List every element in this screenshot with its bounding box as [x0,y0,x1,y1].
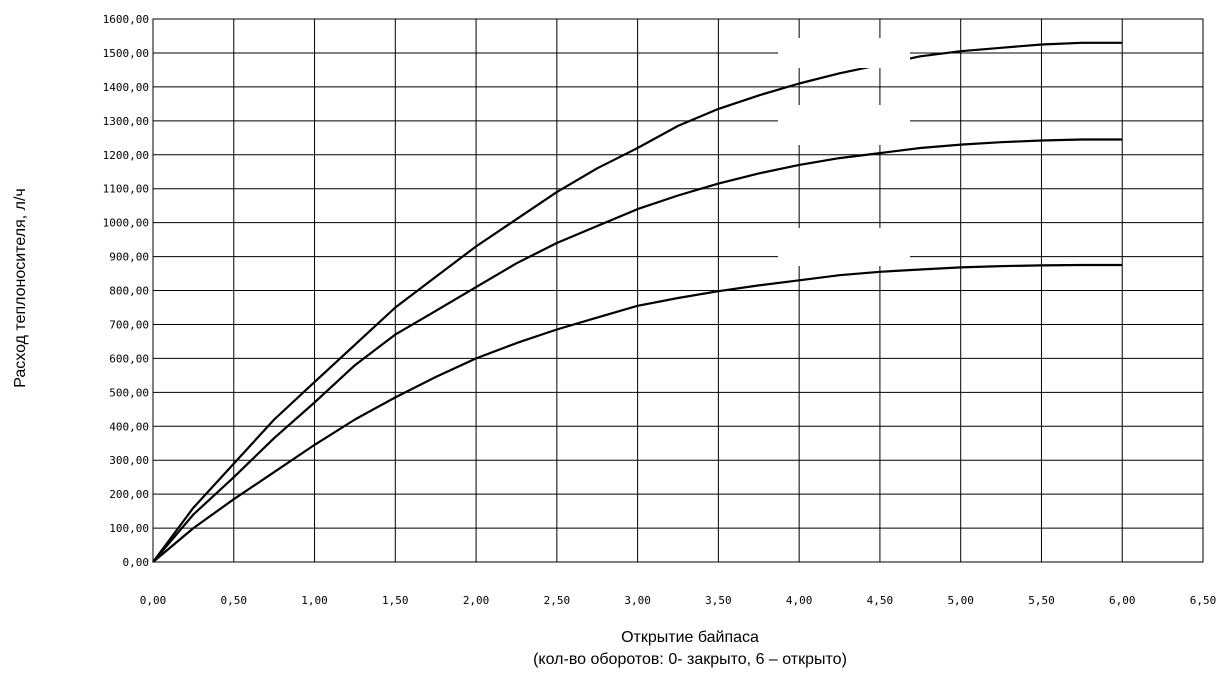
x-tick-label: 5,00 [947,594,974,607]
x-axis-subtitle: (кол-во оборотов: 0- закрыто, 6 – открыт… [533,651,847,668]
x-axis-title: Открытие байпаса [621,629,759,646]
y-tick-label: 1000,00 [103,217,149,230]
x-tick-label: 0,50 [221,594,248,607]
y-tick-label: 900,00 [109,251,149,264]
y-tick-label: 800,00 [109,285,149,298]
x-tick-label: 3,00 [624,594,651,607]
erased-area [778,105,910,145]
y-tick-label: 500,00 [109,386,149,399]
x-tick-label: 5,50 [1028,594,1055,607]
series-line-2 [152,138,1123,563]
series-line-1 [152,41,1123,563]
y-tick-label: 1100,00 [103,183,149,196]
plot-border [152,18,1204,563]
y-tick-label: 100,00 [109,522,149,535]
y-tick-label: 200,00 [109,488,149,501]
erased-area [778,228,910,266]
y-tick-labels: 0,00 100,00 200,00 300,00 400,00 500,00 600,00… [103,13,149,569]
y-tick-label: 1200,00 [103,149,149,162]
y-tick-label: 0,00 [123,556,150,569]
y-tick-label: 400,00 [109,420,149,433]
x-tick-label: 4,00 [786,594,813,607]
x-tick-labels: 0,00 0,50 1,00 1,50 2,00 2,50 3,00 3,50 4,00 4,50… [140,594,1217,607]
y-tick-label: 300,00 [109,454,149,467]
x-tick-label: 4,50 [867,594,894,607]
y-tick-label: 1500,00 [103,47,149,60]
series-lines [152,41,1123,563]
erased-area [778,38,910,68]
plot-area-frame [152,18,1204,563]
x-tick-label: 2,50 [544,594,571,607]
y-tick-label: 1400,00 [103,81,149,94]
y-tick-label: 600,00 [109,352,149,365]
y-tick-label: 700,00 [109,318,149,331]
x-tick-label: 1,50 [382,594,409,607]
x-tick-label: 1,00 [301,594,328,607]
series-line-3 [152,263,1123,563]
y-tick-label: 1300,00 [103,115,149,128]
y-axis-title: Расход теплоносителя, л/ч [12,188,29,388]
x-tick-label: 3,50 [705,594,732,607]
y-tick-label: 1600,00 [103,13,149,26]
x-tick-label: 0,00 [140,594,167,607]
x-tick-label: 2,00 [463,594,490,607]
overlay-patches [778,38,910,266]
x-tick-label: 6,50 [1190,594,1217,607]
x-tick-label: 6,00 [1109,594,1136,607]
